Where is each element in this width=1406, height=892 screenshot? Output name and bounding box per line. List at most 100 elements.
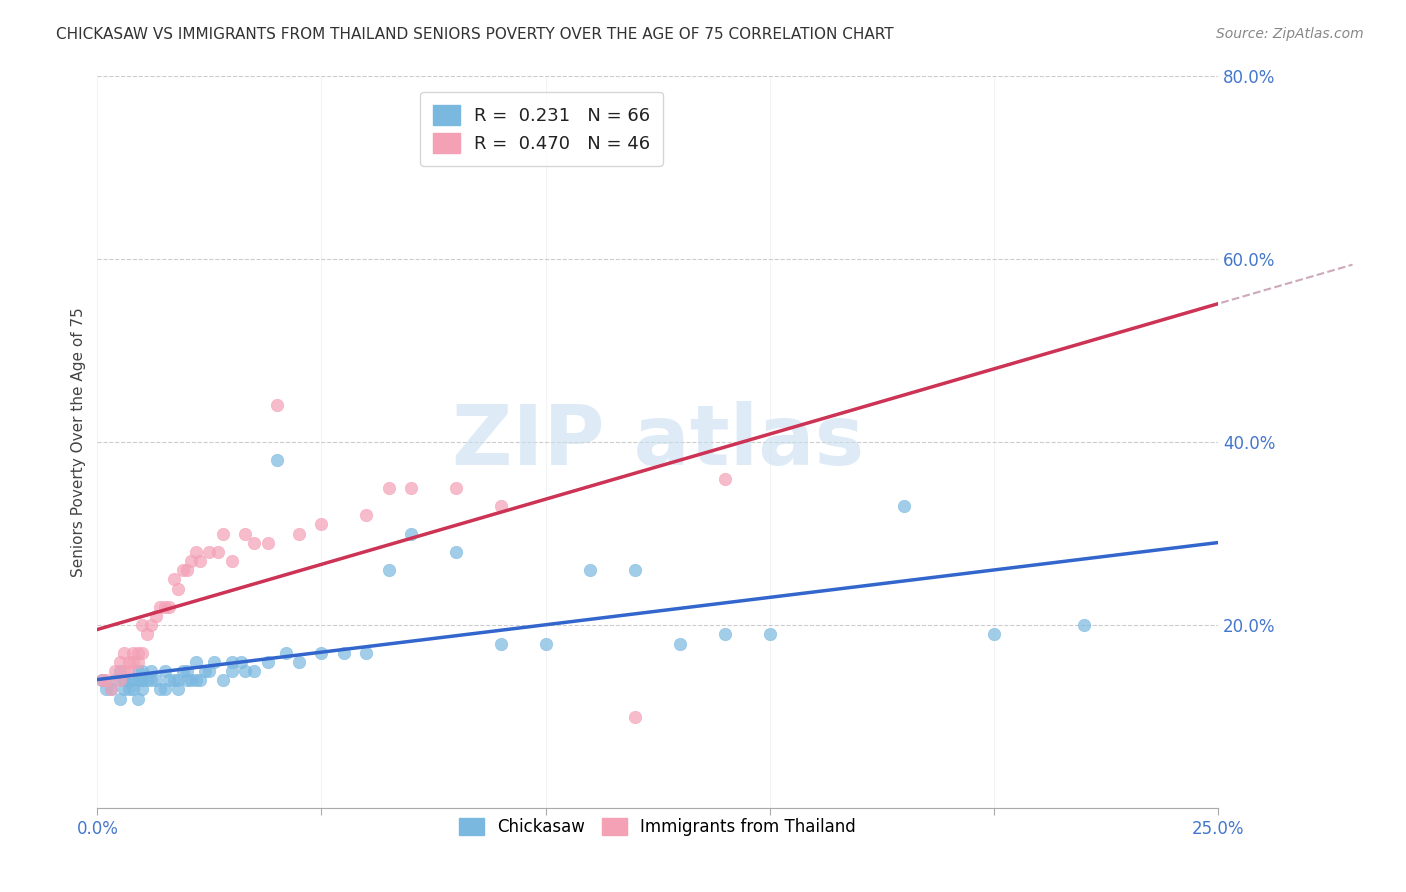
- Point: [96, 673, 118, 688]
- Point: [333, 646, 356, 660]
- Point: [243, 535, 266, 549]
- Point: [399, 526, 422, 541]
- Point: [122, 682, 145, 697]
- Point: [149, 682, 172, 697]
- Point: [135, 673, 157, 688]
- Point: [100, 682, 122, 697]
- Point: [266, 398, 288, 412]
- Point: [190, 673, 212, 688]
- Point: [153, 664, 176, 678]
- Point: [221, 554, 243, 568]
- Text: ZIP atlas: ZIP atlas: [451, 401, 863, 483]
- Point: [534, 636, 557, 650]
- Point: [131, 673, 153, 688]
- Point: [184, 655, 207, 669]
- Point: [100, 682, 122, 697]
- Point: [153, 682, 176, 697]
- Text: Source: ZipAtlas.com: Source: ZipAtlas.com: [1216, 27, 1364, 41]
- Point: [758, 627, 780, 641]
- Point: [172, 563, 194, 577]
- Point: [233, 664, 256, 678]
- Point: [176, 563, 198, 577]
- Point: [983, 627, 1005, 641]
- Point: [256, 535, 278, 549]
- Point: [579, 563, 602, 577]
- Point: [207, 545, 229, 559]
- Point: [162, 573, 184, 587]
- Point: [108, 691, 131, 706]
- Point: [184, 545, 207, 559]
- Point: [288, 526, 311, 541]
- Point: [212, 673, 235, 688]
- Point: [127, 646, 149, 660]
- Point: [108, 664, 131, 678]
- Point: [266, 453, 288, 467]
- Point: [714, 472, 737, 486]
- Point: [157, 599, 180, 614]
- Point: [489, 636, 512, 650]
- Point: [356, 646, 378, 660]
- Point: [221, 664, 243, 678]
- Point: [118, 673, 141, 688]
- Point: [377, 481, 399, 495]
- Point: [212, 526, 235, 541]
- Point: [180, 673, 202, 688]
- Point: [243, 664, 266, 678]
- Point: [127, 691, 149, 706]
- Point: [1073, 618, 1095, 632]
- Point: [108, 673, 131, 688]
- Point: [135, 627, 157, 641]
- Point: [104, 673, 127, 688]
- Point: [167, 582, 190, 596]
- Point: [714, 627, 737, 641]
- Point: [131, 673, 153, 688]
- Point: [131, 682, 153, 697]
- Point: [118, 682, 141, 697]
- Point: [122, 673, 145, 688]
- Point: [96, 682, 118, 697]
- Point: [311, 517, 333, 532]
- Point: [112, 664, 135, 678]
- Point: [112, 682, 135, 697]
- Point: [288, 655, 311, 669]
- Point: [489, 499, 512, 513]
- Point: [141, 664, 163, 678]
- Point: [198, 545, 221, 559]
- Point: [893, 499, 915, 513]
- Point: [190, 554, 212, 568]
- Point: [108, 655, 131, 669]
- Legend: Chickasaw, Immigrants from Thailand: Chickasaw, Immigrants from Thailand: [451, 809, 865, 844]
- Point: [399, 481, 422, 495]
- Point: [127, 664, 149, 678]
- Point: [184, 673, 207, 688]
- Point: [356, 508, 378, 523]
- Point: [145, 673, 167, 688]
- Point: [157, 673, 180, 688]
- Point: [118, 655, 141, 669]
- Text: CHICKASAW VS IMMIGRANTS FROM THAILAND SENIORS POVERTY OVER THE AGE OF 75 CORRELA: CHICKASAW VS IMMIGRANTS FROM THAILAND SE…: [56, 27, 894, 42]
- Point: [229, 655, 252, 669]
- Point: [127, 673, 149, 688]
- Point: [444, 481, 467, 495]
- Point: [90, 673, 112, 688]
- Point: [172, 664, 194, 678]
- Point: [122, 655, 145, 669]
- Point: [127, 655, 149, 669]
- Y-axis label: Seniors Poverty Over the Age of 75: Seniors Poverty Over the Age of 75: [72, 307, 86, 577]
- Point: [153, 599, 176, 614]
- Point: [104, 664, 127, 678]
- Point: [122, 646, 145, 660]
- Point: [145, 609, 167, 624]
- Point: [149, 599, 172, 614]
- Point: [118, 664, 141, 678]
- Point: [256, 655, 278, 669]
- Point: [167, 682, 190, 697]
- Point: [194, 664, 217, 678]
- Point: [180, 554, 202, 568]
- Point: [131, 646, 153, 660]
- Point: [311, 646, 333, 660]
- Point: [202, 655, 225, 669]
- Point: [221, 655, 243, 669]
- Point: [131, 618, 153, 632]
- Point: [274, 646, 297, 660]
